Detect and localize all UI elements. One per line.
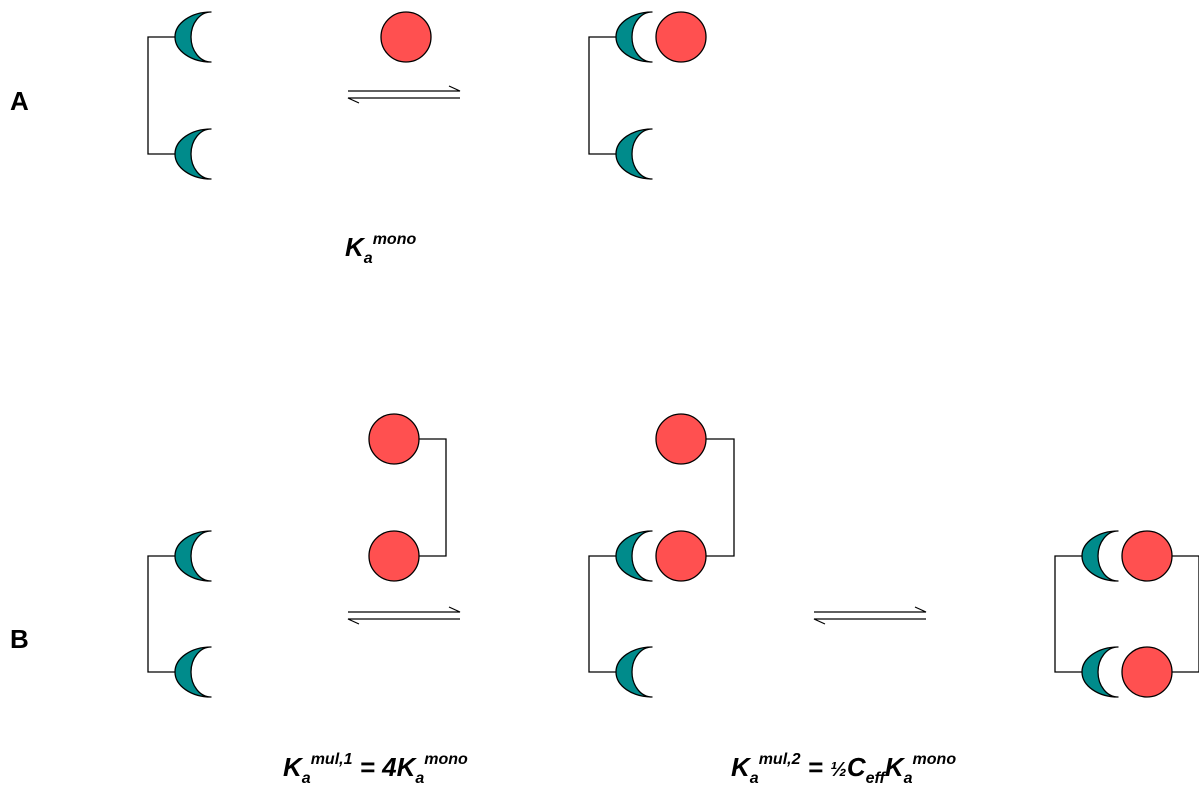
- receptor-linker: [147, 36, 176, 155]
- receptor-linker: [588, 36, 617, 155]
- equals-sign: =: [352, 752, 383, 782]
- k-symbol: K: [345, 232, 364, 262]
- ligand-icon: [368, 530, 420, 582]
- fully-bound-complex: [1054, 530, 1199, 698]
- panel-label-a: A: [10, 86, 29, 116]
- intermediate-complex: [588, 413, 735, 698]
- ligand-icon: [368, 413, 420, 465]
- k-superscript: mul,2: [758, 751, 801, 768]
- ligand-linker: [419, 438, 447, 557]
- k-symbol: K: [283, 752, 302, 782]
- panel-a: [147, 11, 707, 180]
- k-subscript: a: [903, 770, 913, 787]
- equilibrium-arrow-b2: [813, 606, 927, 625]
- panel-label-b: B: [10, 624, 29, 654]
- k-superscript: mul,1: [310, 751, 353, 768]
- receptor-site-icon: [174, 128, 212, 180]
- ligand-icon: [655, 413, 707, 465]
- receptor-site-icon: [615, 128, 653, 180]
- ligand-linker: [1172, 555, 1199, 673]
- receptor-ligand-complex-a: [588, 11, 707, 180]
- k-superscript: mono: [912, 751, 957, 768]
- k-symbol: K: [396, 752, 416, 782]
- k-subscript: a: [749, 770, 759, 787]
- divalent-receptor-free-b: [147, 530, 212, 698]
- ligand-icon: [655, 11, 707, 63]
- k-subscript: a: [363, 250, 373, 267]
- receptor-site-icon: [174, 530, 212, 582]
- receptor-site-icon: [615, 11, 653, 63]
- equilibrium-arrow-b1: [347, 606, 461, 625]
- receptor-site-icon: [1081, 646, 1119, 698]
- equals-sign: =: [800, 752, 831, 782]
- ligand-icon: [380, 11, 432, 63]
- receptor-site-icon: [1081, 530, 1119, 582]
- c-symbol: C: [846, 752, 866, 782]
- receptor-site-icon: [174, 11, 212, 63]
- ligand-icon: [1121, 646, 1173, 698]
- receptor-linker: [147, 555, 176, 673]
- equation-ka-mul1: Kamul,1 = 4Kamono: [283, 752, 468, 787]
- k-symbol: K: [731, 752, 750, 782]
- equation-ka-mono: Ka mono: [345, 232, 416, 267]
- k-subscript: a: [415, 770, 425, 787]
- ligand-linker: [706, 438, 735, 557]
- receptor-linker: [1054, 555, 1083, 673]
- divalent-ligand-free: [368, 413, 447, 582]
- ligand-icon: [655, 530, 707, 582]
- c-subscript: eff: [865, 770, 885, 787]
- k-superscript: mono: [424, 751, 468, 768]
- k-superscript: mono: [372, 231, 417, 248]
- divalent-receptor-free-a: [147, 11, 212, 180]
- coefficient: 4: [382, 752, 397, 782]
- coefficient: ½: [830, 759, 847, 781]
- ligand-icon: [1121, 530, 1173, 582]
- equation-ka-mul2: Kamul,2 = ½CeffKamono: [731, 752, 956, 787]
- equilibrium-arrow-a: [347, 85, 461, 104]
- receptor-site-icon: [615, 530, 653, 582]
- k-symbol: K: [884, 752, 904, 782]
- panel-b: [147, 413, 1199, 698]
- k-subscript: a: [301, 770, 311, 787]
- receptor-site-icon: [174, 646, 212, 698]
- receptor-site-icon: [615, 646, 653, 698]
- receptor-linker: [588, 555, 617, 673]
